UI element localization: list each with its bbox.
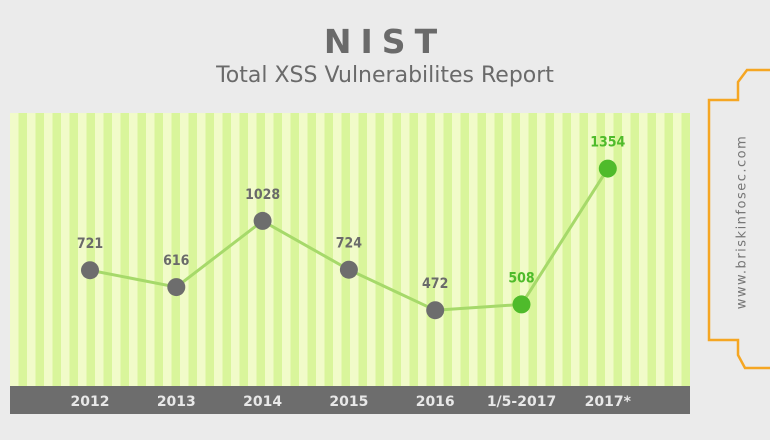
background-stripe: [52, 113, 61, 386]
data-label: 1354: [590, 135, 625, 151]
x-tick-label: 2016: [416, 394, 455, 410]
background-stripe: [375, 113, 384, 386]
background-stripe: [494, 113, 503, 386]
background-stripe: [137, 113, 146, 386]
data-point: [339, 260, 358, 279]
background-stripe: [647, 113, 656, 386]
background-stripe: [154, 113, 163, 386]
background-stripe: [443, 113, 452, 386]
background-stripe: [392, 113, 401, 386]
x-axis-band: [10, 386, 690, 414]
background-stripe: [256, 113, 265, 386]
background-stripe: [35, 113, 44, 386]
data-label: 472: [422, 276, 448, 292]
data-point: [426, 301, 445, 320]
background-stripe: [562, 113, 571, 386]
data-label: 721: [77, 236, 103, 252]
x-tick-label: 2015: [329, 394, 368, 410]
background-stripe: [664, 113, 673, 386]
series-line-segment: [89, 268, 177, 289]
background-stripe: [409, 113, 418, 386]
background-stripe: [171, 113, 180, 386]
background-stripe: [545, 113, 554, 386]
data-label: 508: [508, 270, 534, 286]
website-url: www.briskinfosec.com: [734, 134, 750, 310]
background-stripe: [630, 113, 639, 386]
data-point: [512, 295, 531, 314]
background-stripe: [511, 113, 520, 386]
data-label: 616: [163, 253, 190, 269]
series-line-segment: [435, 302, 522, 312]
background-stripe: [528, 113, 537, 386]
x-tick-label: 2013: [157, 394, 196, 410]
series-line-segment: [520, 167, 610, 306]
background-stripe: [18, 113, 27, 386]
x-tick-label: 2017*: [585, 394, 632, 410]
background-stripe: [341, 113, 350, 386]
background-stripe: [188, 113, 197, 386]
background-stripe: [460, 113, 469, 386]
background-stripe: [103, 113, 112, 386]
background-stripe: [120, 113, 129, 386]
data-point: [81, 261, 99, 280]
x-tick-label: 2012: [71, 394, 110, 410]
background-stripe: [290, 113, 299, 386]
data-label: 1028: [245, 187, 280, 203]
series-line-segment: [348, 268, 436, 312]
data-label: 724: [336, 236, 363, 252]
x-tick-label: 2014: [243, 394, 282, 410]
background-stripe: [324, 113, 333, 386]
series-line-segment: [261, 219, 350, 272]
background-stripe: [86, 113, 95, 386]
background-stripe: [358, 113, 367, 386]
data-point: [598, 159, 617, 178]
data-point: [253, 211, 272, 230]
background-stripe: [273, 113, 282, 386]
background-stripe: [579, 113, 588, 386]
chart-title: NIST: [323, 22, 447, 61]
chart-subtitle: Total XSS Vulnerabilites Report: [216, 63, 554, 88]
background-stripe: [596, 113, 605, 386]
background-stripe: [681, 113, 690, 386]
x-tick-label: 1/5-2017: [487, 394, 556, 410]
background-stripe: [69, 113, 78, 386]
data-point: [167, 278, 186, 297]
background-stripe: [477, 113, 486, 386]
background-stripe: [426, 113, 435, 386]
banner-outline: [707, 68, 770, 370]
background-stripe: [613, 113, 622, 386]
background-stripe: [205, 113, 214, 386]
series-line-segment: [175, 219, 264, 289]
background-stripe: [239, 113, 248, 386]
